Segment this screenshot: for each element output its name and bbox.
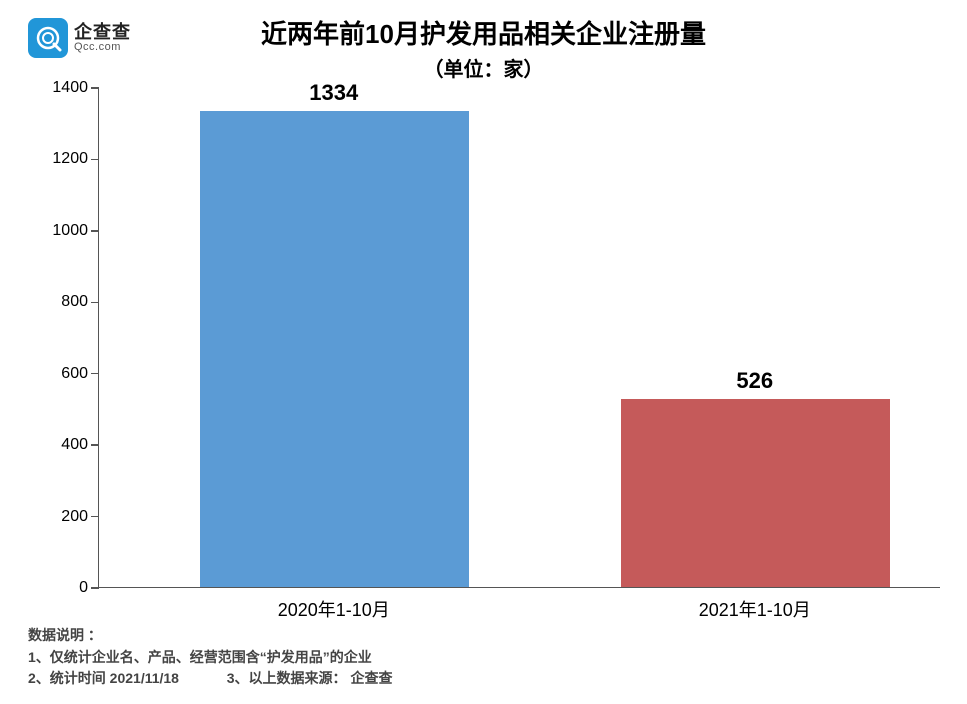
bar (621, 399, 890, 587)
bar-chart: 020040060080010001200140013342020年1-10月5… (40, 88, 940, 620)
plot-area (98, 88, 940, 588)
y-axis-tick-label: 1000 (38, 222, 88, 240)
y-axis-tick (91, 516, 99, 518)
chart-subtitle: （单位：家） (0, 53, 967, 82)
y-axis-tick (91, 302, 99, 304)
y-axis-tick-label: 1200 (38, 150, 88, 168)
chart-title: 近两年前10月护发用品相关企业注册量 (0, 14, 967, 51)
bar-value-label: 526 (736, 368, 773, 394)
y-axis-tick-label: 400 (38, 436, 88, 454)
y-axis-tick (91, 444, 99, 446)
footer-notes: 数据说明 ： 1、仅统计企业名、产品、经营范围含“护发用品”的企业 2、统计时间… (28, 625, 392, 690)
y-axis-tick (91, 587, 99, 589)
y-axis-tick-label: 800 (38, 293, 88, 311)
bar-value-label: 1334 (309, 80, 358, 106)
y-axis-tick (91, 87, 99, 89)
footer-line-2b: 3、以上数据来源： 企查查 (227, 670, 393, 686)
y-axis-tick-label: 200 (38, 508, 88, 526)
x-axis-tick-label: 2021年1-10月 (699, 596, 811, 622)
x-axis-tick-label: 2020年1-10月 (278, 596, 390, 622)
y-axis-tick (91, 230, 99, 232)
y-axis-tick (91, 373, 99, 375)
footer-title: 数据说明 ： (28, 625, 392, 647)
y-axis-tick-label: 0 (38, 579, 88, 597)
bar (200, 111, 469, 587)
footer-line-2: 2、统计时间 2021/11/18 3、以上数据来源： 企查查 (28, 668, 392, 690)
y-axis-tick (91, 159, 99, 161)
y-axis-tick-label: 600 (38, 365, 88, 383)
footer-line-1: 1、仅统计企业名、产品、经营范围含“护发用品”的企业 (28, 647, 392, 669)
y-axis-tick-label: 1400 (38, 79, 88, 97)
chart-title-block: 近两年前10月护发用品相关企业注册量 （单位：家） (0, 14, 967, 82)
footer-line-2a: 2、统计时间 2021/11/18 (28, 670, 179, 686)
